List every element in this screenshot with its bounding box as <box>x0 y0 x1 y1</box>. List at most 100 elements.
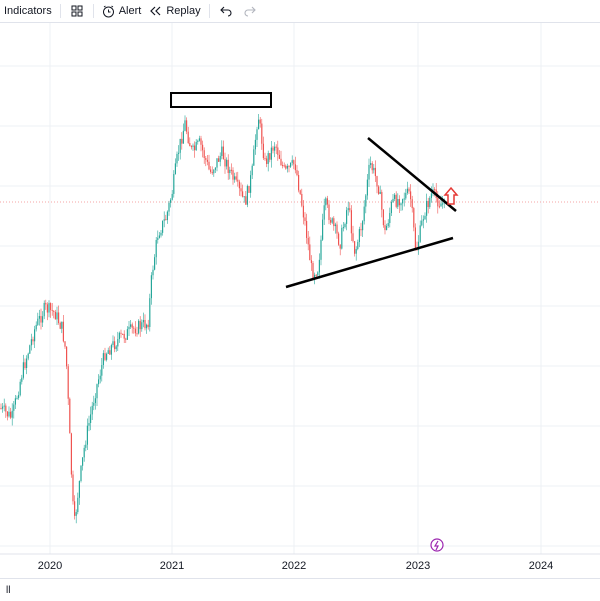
candle-body <box>395 194 397 207</box>
candle-body <box>222 146 224 160</box>
candle-body <box>214 167 216 170</box>
candle-body <box>358 229 360 242</box>
candle-body <box>83 447 85 458</box>
candle-body <box>408 188 410 192</box>
candle-body <box>91 405 93 415</box>
replay-icon <box>149 5 162 17</box>
candle-body <box>442 203 444 205</box>
candle-body <box>166 211 168 220</box>
candle-body <box>208 161 210 170</box>
candle-body <box>414 227 416 250</box>
candle-body <box>384 225 386 231</box>
candle-body <box>238 181 240 189</box>
candle-body <box>45 302 47 305</box>
candle-body <box>26 358 28 368</box>
candle-body <box>203 150 205 159</box>
undo-button[interactable] <box>214 0 238 22</box>
candle-body <box>62 321 64 342</box>
candle-body <box>267 153 269 164</box>
price-chart-canvas[interactable]: 2020 2021 2022 2023 2024 <box>0 23 600 578</box>
candle-body <box>40 315 42 323</box>
candle-body <box>438 206 440 208</box>
candle-body <box>114 341 116 350</box>
candle-body <box>136 333 138 335</box>
indicators-label: Indicators <box>4 5 52 17</box>
candle-body <box>390 201 392 214</box>
candle-body <box>70 433 72 475</box>
candle-body <box>301 193 303 206</box>
candle-body <box>234 176 236 180</box>
time-axis-label: 2022 <box>282 560 306 572</box>
candle-body <box>374 167 376 177</box>
double-top-box-annotation[interactable] <box>170 92 272 108</box>
candle-body <box>162 220 164 233</box>
candle-body <box>437 197 439 207</box>
candle-body <box>283 165 285 167</box>
candle-body <box>344 223 346 228</box>
candle-body <box>48 303 50 313</box>
candle-body <box>131 324 133 328</box>
candle-body <box>78 481 80 498</box>
candle-body <box>254 139 256 150</box>
candle-body <box>227 159 229 173</box>
undo-icon <box>219 5 232 17</box>
candle-body <box>134 328 136 334</box>
candle-body <box>237 179 239 182</box>
candle-body <box>198 138 200 141</box>
candle-body <box>72 474 74 502</box>
candle-body <box>293 160 295 165</box>
templates-button[interactable] <box>65 0 89 22</box>
candle-body <box>206 159 208 162</box>
upper-trendline[interactable] <box>367 137 457 212</box>
candle-body <box>411 199 413 209</box>
candle-body <box>285 165 287 169</box>
candle-body <box>256 129 258 140</box>
replay-button[interactable]: Replay <box>145 0 204 22</box>
candle-body <box>16 397 18 399</box>
candle-body <box>155 239 157 258</box>
candle-body <box>98 379 100 385</box>
candle-body <box>325 198 327 206</box>
candle-body <box>426 200 428 216</box>
replay-label: Replay <box>166 5 201 17</box>
candle-body <box>210 169 212 172</box>
candle-body <box>200 138 202 145</box>
breakout-arrow-icon[interactable] <box>443 186 459 205</box>
alert-icon <box>102 5 115 18</box>
candle-body <box>320 239 322 260</box>
candle-body <box>56 312 58 320</box>
time-axis-label: 2024 <box>529 560 553 572</box>
lower-trendline[interactable] <box>285 236 454 289</box>
candle-body <box>104 353 106 360</box>
candle-body <box>21 377 23 382</box>
candle-body <box>211 171 213 174</box>
candle-body <box>304 217 306 221</box>
candle-body <box>310 260 312 264</box>
candle-body <box>307 237 309 245</box>
candle-body <box>402 199 404 204</box>
candle-body <box>194 145 196 151</box>
candle-body <box>360 229 362 231</box>
candle-body <box>394 194 396 199</box>
candle-body <box>299 190 301 194</box>
candle-body <box>74 501 76 516</box>
lightning-icon[interactable] <box>430 538 444 552</box>
candle-body <box>302 205 304 218</box>
candle-body <box>173 174 175 194</box>
candle-body <box>339 244 341 249</box>
candle-body <box>376 176 378 187</box>
candle-body <box>24 362 26 368</box>
redo-button[interactable] <box>238 0 262 22</box>
candle-body <box>229 169 231 173</box>
candle-body <box>330 220 332 223</box>
candle-body <box>66 346 68 367</box>
indicators-button[interactable]: Indicators <box>0 0 56 22</box>
candle-body <box>352 233 354 242</box>
candle-body <box>163 219 165 221</box>
candle-body <box>144 319 146 329</box>
candle-body <box>235 176 237 180</box>
candle-body <box>226 159 228 167</box>
candle-body <box>82 457 84 466</box>
alert-button[interactable]: Alert <box>98 0 146 22</box>
candle-body <box>146 324 148 329</box>
